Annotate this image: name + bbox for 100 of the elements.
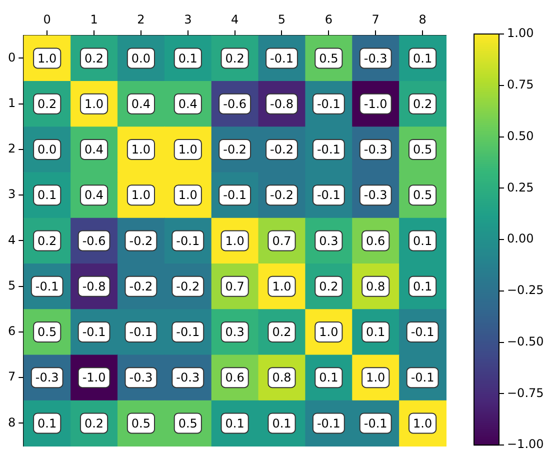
data-label: 0.2 (38, 234, 57, 248)
data-label: -0.1 (223, 188, 247, 202)
data-label: 0.5 (131, 416, 151, 430)
data-label: -0.3 (129, 370, 153, 385)
data-label: -1.0 (82, 370, 106, 385)
data-label: -0.6 (82, 234, 106, 248)
data-label: -0.1 (410, 325, 434, 340)
x-tick-label: 2 (137, 12, 145, 26)
y-tick-label: 8 (8, 415, 16, 430)
data-label: 0.1 (412, 234, 432, 248)
color-bar-label: −0.25 (507, 283, 544, 297)
data-label: -0.8 (82, 279, 106, 294)
data-label: 1.0 (178, 188, 198, 202)
data-label: 0.2 (84, 51, 104, 66)
data-label: -0.1 (316, 188, 340, 202)
data-label: -0.6 (223, 96, 247, 111)
data-label: 0.3 (319, 234, 338, 248)
data-label: -0.2 (129, 279, 153, 294)
data-label: -0.2 (129, 234, 153, 248)
data-label: 0.1 (38, 416, 57, 430)
data-label: 0.8 (366, 279, 386, 294)
data-label: -1.0 (364, 96, 388, 111)
data-label: 0.2 (38, 96, 57, 111)
data-label: -0.2 (270, 188, 294, 202)
x-tick-label: 1 (90, 12, 98, 26)
data-label: 0.1 (38, 188, 57, 202)
data-label: 0.5 (412, 188, 432, 202)
data-label: -0.1 (176, 234, 200, 248)
data-label: -0.1 (316, 416, 340, 430)
data-label: 1.0 (272, 279, 292, 294)
x-tick-label: 6 (324, 12, 332, 26)
data-label: 0.1 (412, 51, 432, 66)
data-label: 0.0 (131, 51, 151, 66)
data-label: -0.2 (176, 279, 200, 294)
data-label: -0.1 (35, 279, 59, 294)
color-bar-label: 0.75 (507, 78, 534, 92)
color-bar-label: 0.00 (507, 232, 534, 246)
data-label: 0.1 (225, 416, 244, 430)
data-label: 0.4 (178, 96, 198, 111)
data-label: -0.1 (410, 370, 434, 385)
data-label: 0.2 (412, 96, 432, 111)
data-label: 0.4 (131, 96, 151, 111)
data-label: 0.5 (412, 142, 432, 157)
data-label: 1.0 (366, 370, 386, 385)
data-label: 0.5 (178, 416, 198, 430)
data-label: 0.2 (272, 325, 292, 340)
data-label: 0.4 (84, 142, 104, 157)
data-label: -0.1 (176, 325, 200, 340)
data-label: 0.6 (225, 370, 244, 385)
data-label: -0.3 (176, 370, 200, 385)
color-bar-label: 0.25 (507, 180, 534, 194)
data-label: -0.3 (364, 188, 388, 202)
data-label: 1.0 (131, 142, 151, 157)
data-label: 0.6 (366, 234, 386, 248)
data-label: 1.0 (38, 51, 57, 66)
color-bar-label: −0.75 (507, 386, 544, 400)
data-label: 0.2 (319, 279, 338, 294)
data-label: 0.4 (84, 188, 104, 202)
data-label: -0.1 (82, 325, 106, 340)
y-tick-label: 7 (8, 370, 16, 384)
data-label: 0.7 (225, 279, 244, 294)
data-label: 0.1 (178, 51, 198, 66)
color-bar-label: 1.00 (507, 26, 534, 40)
data-label: 0.2 (84, 416, 104, 430)
data-label: -0.8 (270, 96, 294, 111)
data-label: -0.1 (364, 416, 388, 430)
x-tick-label: 3 (184, 12, 192, 26)
data-label: 0.1 (366, 325, 386, 340)
data-label: 0.1 (272, 416, 292, 430)
x-tick-label: 0 (43, 12, 51, 26)
data-label: 0.2 (225, 51, 244, 66)
data-label: 1.0 (319, 325, 338, 340)
data-label: 0.1 (412, 279, 432, 294)
data-label: -0.3 (364, 51, 388, 66)
y-tick-label: 2 (8, 142, 16, 156)
color-bar-label: −0.50 (507, 334, 544, 348)
data-label: -0.1 (129, 325, 153, 340)
x-tick-label: 7 (372, 12, 380, 26)
x-tick-label: 4 (230, 12, 239, 26)
y-tick-label: 6 (8, 324, 16, 338)
y-tick-label: 1 (8, 96, 16, 110)
data-label: -0.2 (223, 142, 247, 157)
data-label: -0.2 (270, 142, 294, 157)
data-label: 1.0 (84, 96, 104, 111)
data-label: 1.0 (225, 234, 244, 248)
y-tick-label: 0 (8, 50, 16, 64)
data-label: 1.0 (178, 142, 198, 157)
data-label: 1.0 (131, 188, 151, 202)
data-label: 0.8 (272, 370, 292, 385)
data-label: -0.3 (364, 142, 388, 157)
data-label: -0.1 (316, 142, 340, 157)
data-label: 0.7 (272, 234, 292, 248)
color-bar-label: 0.50 (507, 128, 534, 143)
data-label: 0.3 (225, 325, 244, 340)
data-label: 0.5 (319, 51, 338, 66)
color-bar-label: −1.00 (507, 437, 544, 452)
x-tick-label: 5 (278, 12, 286, 26)
data-label: 1.0 (412, 416, 432, 430)
data-label: -0.1 (270, 51, 294, 66)
data-label: 0.1 (319, 370, 338, 385)
